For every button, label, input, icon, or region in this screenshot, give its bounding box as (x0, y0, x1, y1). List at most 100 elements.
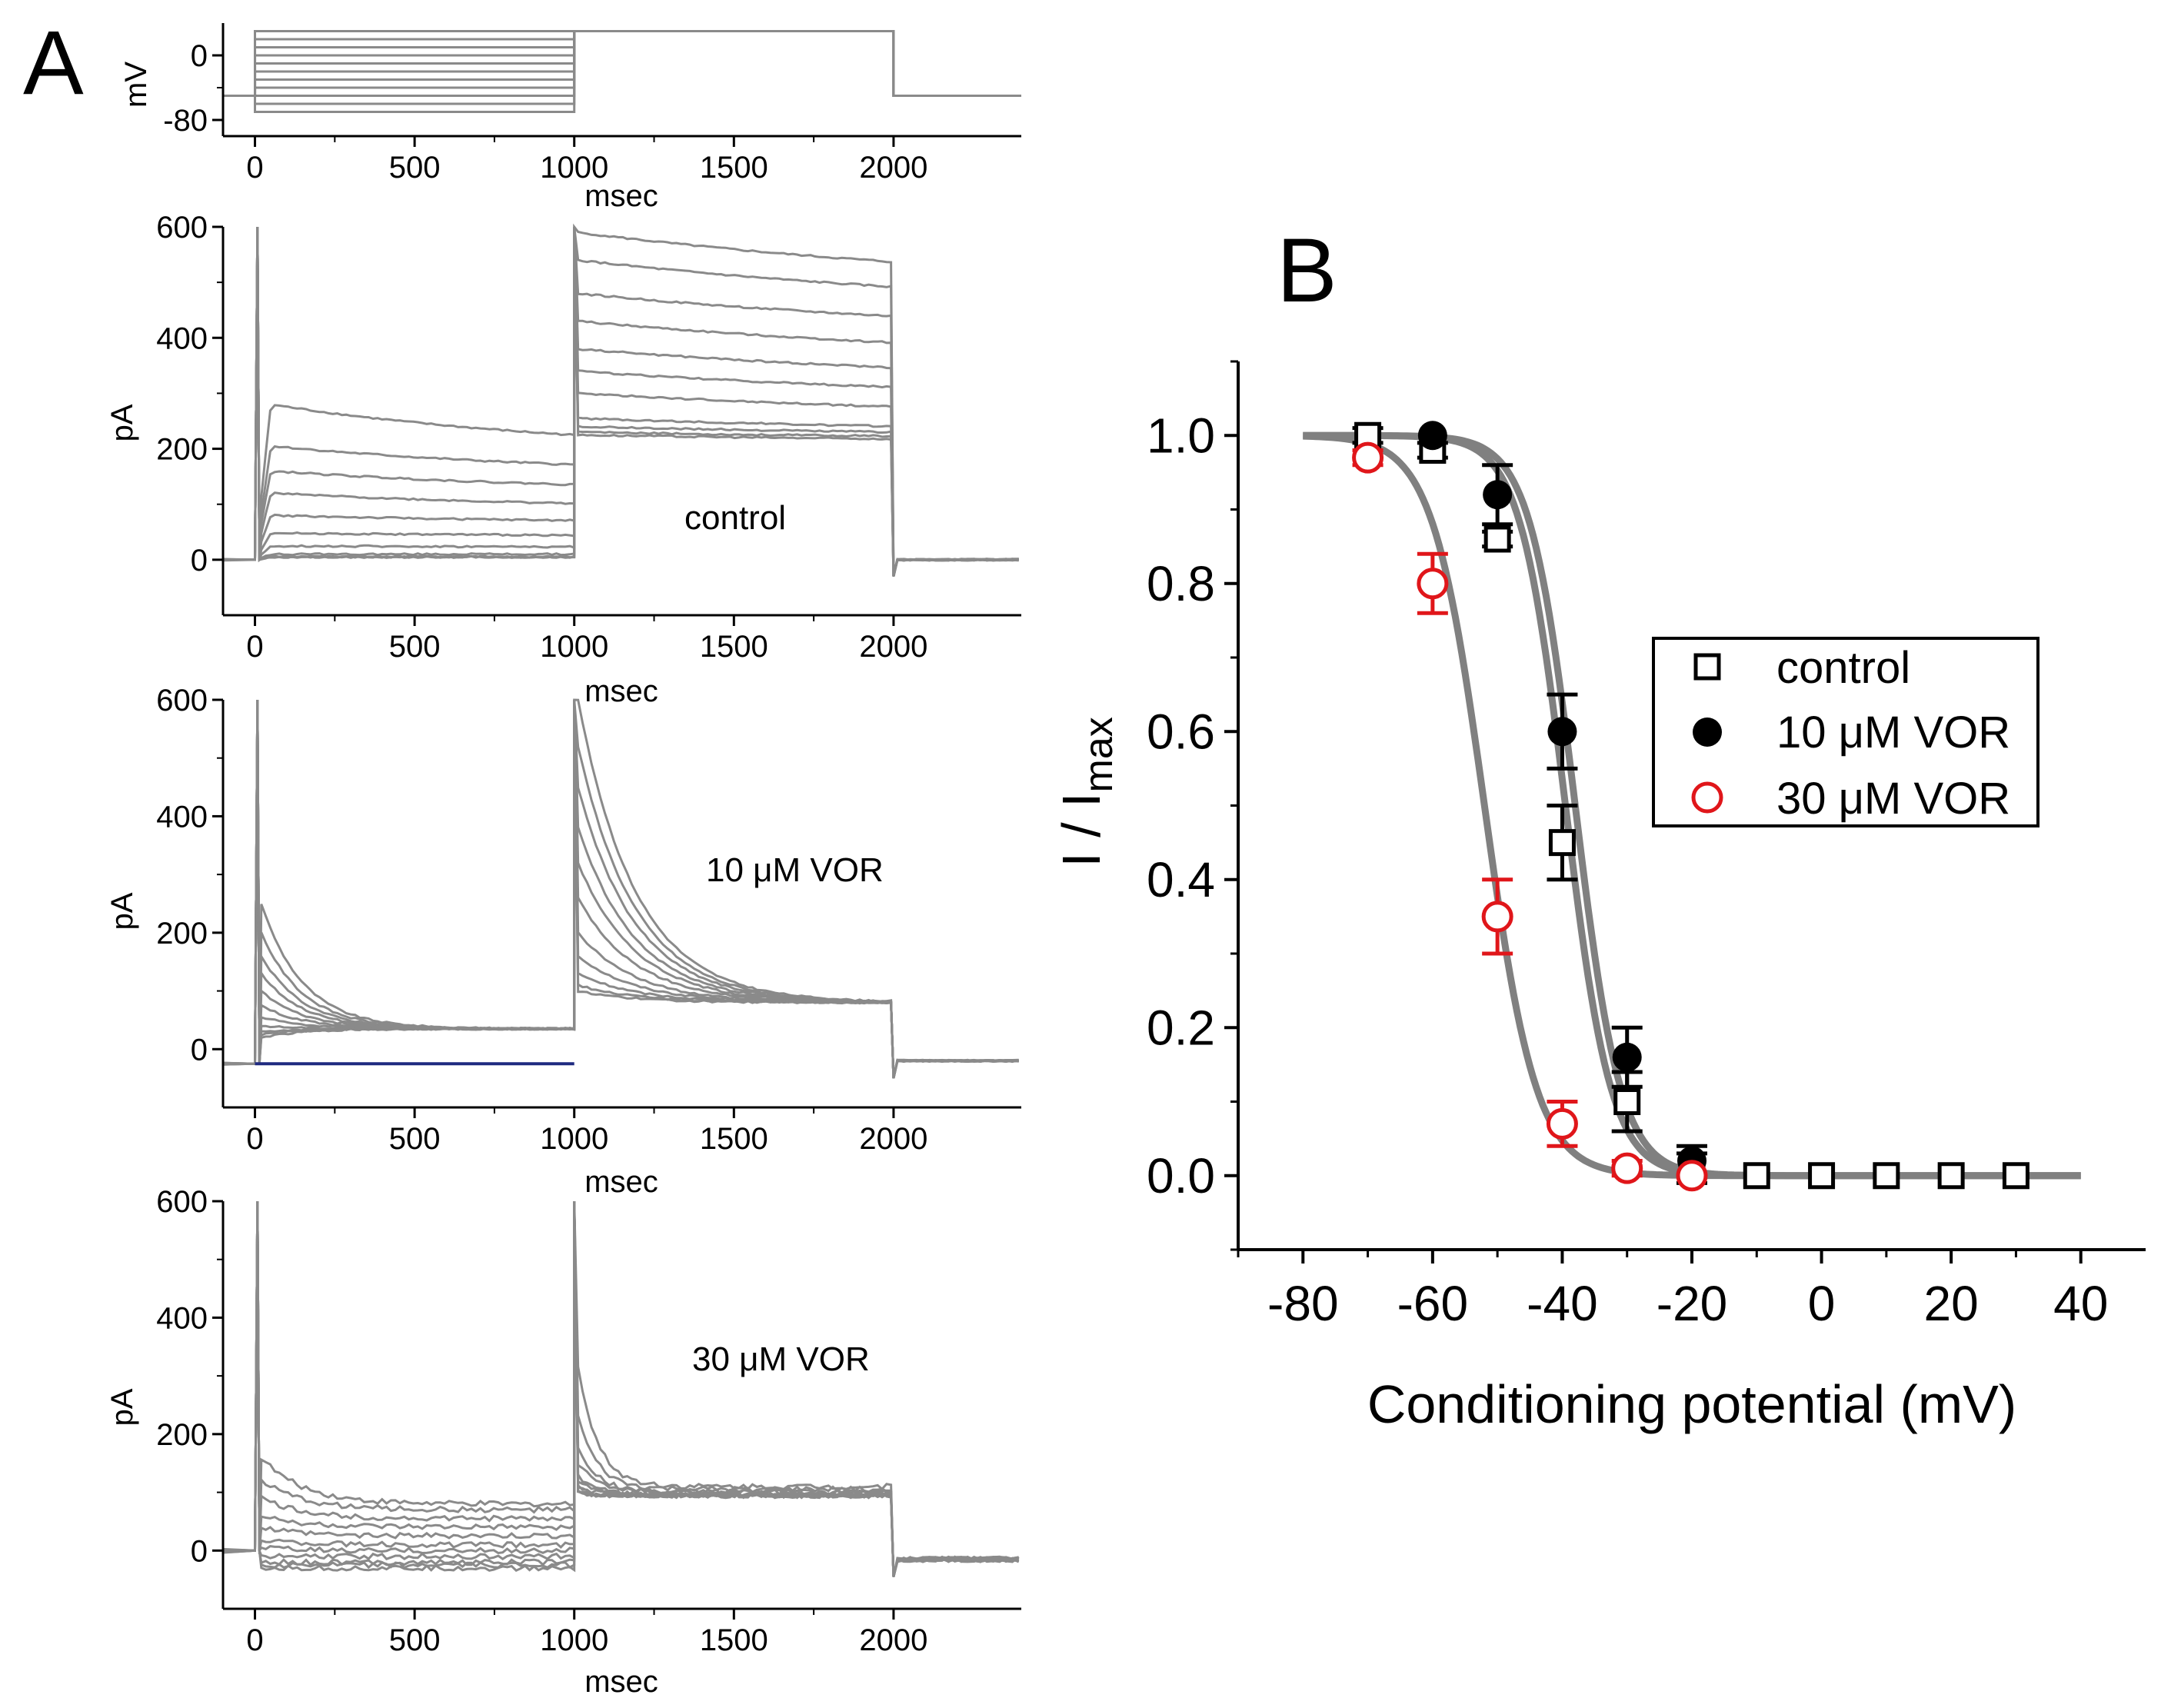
x-tick-label: 1000 (540, 151, 608, 185)
b-x-label: Conditioning potential (mV) (1367, 1374, 2016, 1434)
y-tick-label: 200 (156, 433, 208, 467)
protocol-ticks: 0 500 1000 1500 2000 -80 0 (163, 39, 927, 185)
current-trace (222, 1200, 1019, 1577)
x-tick-label: 500 (389, 1623, 441, 1657)
x-tick-label: 20 (1924, 1276, 1979, 1331)
data-point-vor10 (1417, 421, 1447, 451)
x-tick-label: -60 (1397, 1276, 1469, 1331)
data-point-control (1808, 1162, 1836, 1190)
x-tick-label: 1500 (700, 1122, 768, 1156)
b-y-label-sub: max (1077, 717, 1121, 792)
x-tick-label: 0 (246, 151, 263, 185)
y-tick-label: 0.6 (1147, 704, 1215, 759)
current-trace (222, 1200, 1020, 1577)
x-tick-label: 1000 (540, 1623, 608, 1657)
vor30-x-label: msec (584, 1665, 658, 1699)
current-trace (222, 1200, 1020, 1577)
data-point-control (1743, 1162, 1770, 1190)
current-trace (222, 226, 1019, 577)
legend-label-vor30: 30 μM VOR (1776, 774, 2010, 824)
control-x-label: msec (584, 674, 658, 708)
x-tick-label: 0 (246, 1623, 263, 1657)
x-tick-label: -40 (1527, 1276, 1598, 1331)
x-tick-label: 2000 (859, 1122, 927, 1156)
y-tick-label: 0 (191, 39, 208, 73)
x-tick-label: 0 (246, 630, 263, 664)
current-trace (222, 1200, 1020, 1577)
y-tick-label: 1.0 (1147, 408, 1215, 463)
x-tick-label: 2000 (859, 151, 927, 185)
data-point-vor30 (1611, 1152, 1643, 1184)
x-tick-label: 1500 (700, 630, 768, 664)
current-trace (222, 226, 1019, 577)
control-ticks: 0 500 1000 1500 2000 0 200 400 600 (156, 211, 927, 664)
x-tick-label: 1500 (700, 151, 768, 185)
current-trace (222, 226, 1019, 577)
x-tick-label: 1000 (540, 630, 608, 664)
current-trace (222, 1200, 1019, 1577)
vor30-y-label: pA (105, 1388, 139, 1426)
current-trace (222, 699, 1019, 1079)
y-tick-label: 600 (156, 684, 208, 717)
x-tick-label: 500 (389, 151, 441, 185)
data-point-vor30 (1352, 441, 1384, 474)
data-point-vor30 (1676, 1160, 1708, 1192)
current-trace (222, 1200, 1020, 1577)
y-tick-label: 400 (156, 1301, 208, 1335)
current-trace (222, 1200, 1019, 1577)
x-tick-label: 0 (246, 1122, 263, 1156)
protocol-step-trace (223, 30, 1021, 97)
current-trace (222, 1200, 1020, 1577)
voltage-protocol-chart: 0 500 1000 1500 2000 -80 0 mV msec (119, 23, 1021, 213)
data-point-vor30 (1546, 1107, 1578, 1140)
y-tick-label: 200 (156, 917, 208, 951)
b-y-label: I / Imax (1051, 717, 1121, 867)
y-tick-label: 400 (156, 321, 208, 355)
legend-label-control: control (1776, 643, 1910, 693)
svg-text:I / Imax: I / Imax (1051, 717, 1121, 867)
protocol-step-trace (223, 30, 1021, 97)
y-tick-label: 0.0 (1147, 1148, 1215, 1204)
y-tick-label: 200 (156, 1418, 208, 1452)
vor30-condition-label: 30 μM VOR (692, 1340, 870, 1378)
y-tick-label: 600 (156, 211, 208, 245)
data-point-vor10 (1547, 717, 1577, 747)
current-trace (222, 226, 1019, 577)
data-point-control (1548, 829, 1576, 857)
x-tick-label: 2000 (859, 1623, 927, 1657)
data-point-vor10 (1483, 480, 1513, 510)
legend-marker-vor30 (1691, 781, 1723, 814)
legend-marker-control (1693, 653, 1721, 681)
data-point-control (1613, 1088, 1641, 1115)
current-trace (222, 226, 1019, 577)
current-trace (222, 699, 1019, 1079)
data-point-control (2002, 1162, 2029, 1190)
vor30-traces (222, 1200, 1020, 1577)
vor30-current-chart: 0 500 1000 1500 2000 0 200 400 600 pA msec 30 μM… (105, 1185, 1021, 1699)
x-tick-label: 1000 (540, 1122, 608, 1156)
data-point-vor30 (1481, 901, 1513, 933)
legend-marker-vor10 (1693, 717, 1722, 747)
panel-letter-a: A (23, 12, 84, 114)
protocol-y-label: mV (119, 62, 153, 108)
current-trace (222, 1200, 1019, 1577)
x-tick-label: 40 (2053, 1276, 2108, 1331)
data-point-control (1483, 525, 1511, 553)
y-tick-label: 0 (191, 1534, 208, 1568)
vor10-x-label: msec (584, 1165, 658, 1199)
protocol-x-label: msec (584, 179, 658, 213)
legend-label-vor10: 10 μM VOR (1776, 708, 2010, 757)
data-point-vor30 (1417, 568, 1449, 600)
control-y-label: pA (105, 404, 139, 441)
vor30-ticks: 0 500 1000 1500 2000 0 200 400 600 (156, 1185, 927, 1657)
data-points (1352, 421, 2029, 1192)
panel-letter-b: B (1277, 220, 1337, 321)
vor10-traces (222, 698, 1020, 1079)
x-tick-label: 1500 (700, 1623, 768, 1657)
y-tick-label: -80 (163, 104, 208, 138)
x-tick-label: -20 (1657, 1276, 1728, 1331)
x-tick-label: 500 (389, 1122, 441, 1156)
x-tick-label: 500 (389, 630, 441, 664)
current-trace (222, 226, 1019, 577)
